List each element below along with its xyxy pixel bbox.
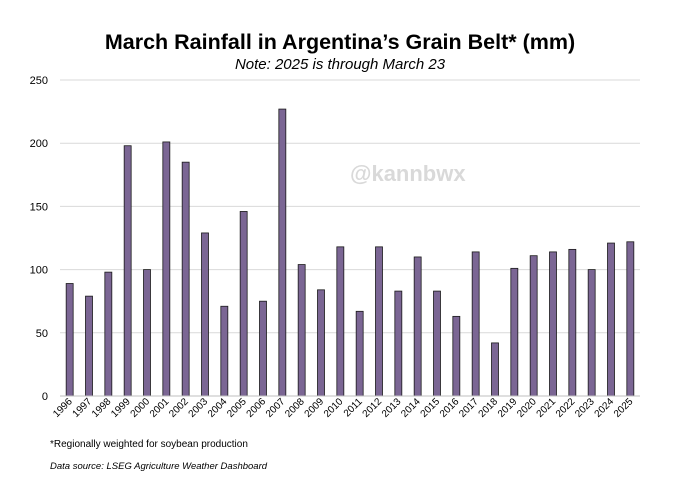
- x-tick-label: 1997: [71, 396, 95, 420]
- bar-2001: [162, 141, 171, 397]
- bar-2003: [201, 232, 209, 397]
- chart-subtitle: Note: 2025 is through March 23: [234, 56, 446, 73]
- bar-2025: [626, 241, 635, 397]
- bar-2014: [413, 256, 422, 397]
- x-tick-label: 2001: [148, 396, 172, 420]
- x-tick-label: 2016: [438, 396, 462, 420]
- data-source: Data source: LSEG Agriculture Weather Da…: [50, 461, 268, 472]
- x-tick-label: 2023: [573, 396, 597, 420]
- bar-2020: [529, 255, 538, 397]
- x-tick-label: 2005: [225, 396, 249, 420]
- x-tick-label: 1996: [51, 396, 75, 420]
- bar-2012: [375, 246, 383, 397]
- x-tick-label: 2013: [380, 396, 404, 420]
- chart-title: March Rainfall in Argentina’s Grain Belt…: [104, 30, 576, 54]
- bar-1998: [104, 271, 113, 397]
- bar-2022: [568, 248, 577, 397]
- bars: [65, 108, 635, 397]
- bar-2015: [433, 290, 441, 397]
- bar-2019: [510, 267, 519, 397]
- x-tick-label: 2021: [535, 396, 559, 420]
- x-tick-label: 2015: [419, 396, 443, 420]
- footnote: *Regionally weighted for soybean product…: [50, 439, 248, 450]
- x-tick-label: 2008: [283, 396, 307, 420]
- bar-2017: [471, 251, 480, 397]
- x-tick-label: 1998: [90, 396, 114, 420]
- x-tick-label: 2019: [496, 396, 520, 420]
- bar-2008: [297, 264, 306, 397]
- x-tick-label: 2003: [187, 396, 211, 420]
- bar-2005: [239, 211, 248, 397]
- bar-2006: [259, 300, 267, 397]
- watermark: @kannbwx: [350, 161, 466, 186]
- bar-2004: [220, 305, 229, 397]
- x-tick-label: 2006: [245, 396, 269, 420]
- x-tick-label: 2017: [457, 396, 481, 420]
- y-tick-label: 100: [30, 265, 48, 277]
- x-tick-label: 2025: [612, 396, 636, 420]
- y-tick-label: 200: [30, 138, 48, 150]
- bar-2024: [607, 242, 615, 397]
- bar-2013: [394, 290, 403, 397]
- x-tick-label: 2007: [264, 396, 288, 420]
- gridlines: [60, 79, 640, 334]
- x-tick-label: 2011: [342, 396, 365, 419]
- bar-1999: [123, 145, 132, 397]
- bar-2009: [317, 289, 325, 397]
- bar-2016: [452, 315, 461, 397]
- y-tick-label: 0: [42, 391, 48, 403]
- bar-1997: [85, 295, 93, 397]
- bar-2011: [355, 310, 364, 397]
- x-tick-label: 2009: [303, 396, 327, 420]
- y-tick-label: 250: [30, 75, 48, 87]
- bar-2007: [278, 108, 287, 397]
- y-axis-ticks: 0 50 100 150 200 250: [30, 75, 48, 403]
- y-tick-label: 150: [30, 201, 48, 213]
- bar-2021: [549, 251, 557, 397]
- x-tick-label: 2020: [515, 396, 539, 420]
- x-tick-label: 2000: [129, 396, 153, 420]
- bar-1996: [65, 283, 74, 397]
- x-tick-label: 2022: [554, 396, 578, 420]
- y-tick-label: 50: [36, 328, 48, 340]
- x-axis-ticks: 1996199719981999200020012002200320042005…: [51, 396, 635, 420]
- bar-2000: [143, 269, 151, 397]
- x-tick-label: 1999: [109, 396, 133, 420]
- x-tick-label: 2014: [399, 396, 423, 420]
- x-tick-label: 2002: [167, 396, 191, 420]
- x-tick-label: 2018: [477, 396, 501, 420]
- x-tick-label: 2024: [593, 396, 617, 420]
- x-tick-label: 2010: [322, 396, 346, 420]
- bar-2002: [181, 161, 190, 397]
- bar-2023: [587, 269, 596, 397]
- x-tick-label: 2004: [206, 396, 230, 420]
- bar-2010: [336, 246, 345, 397]
- bar-2018: [491, 342, 499, 397]
- x-tick-label: 2012: [361, 396, 385, 420]
